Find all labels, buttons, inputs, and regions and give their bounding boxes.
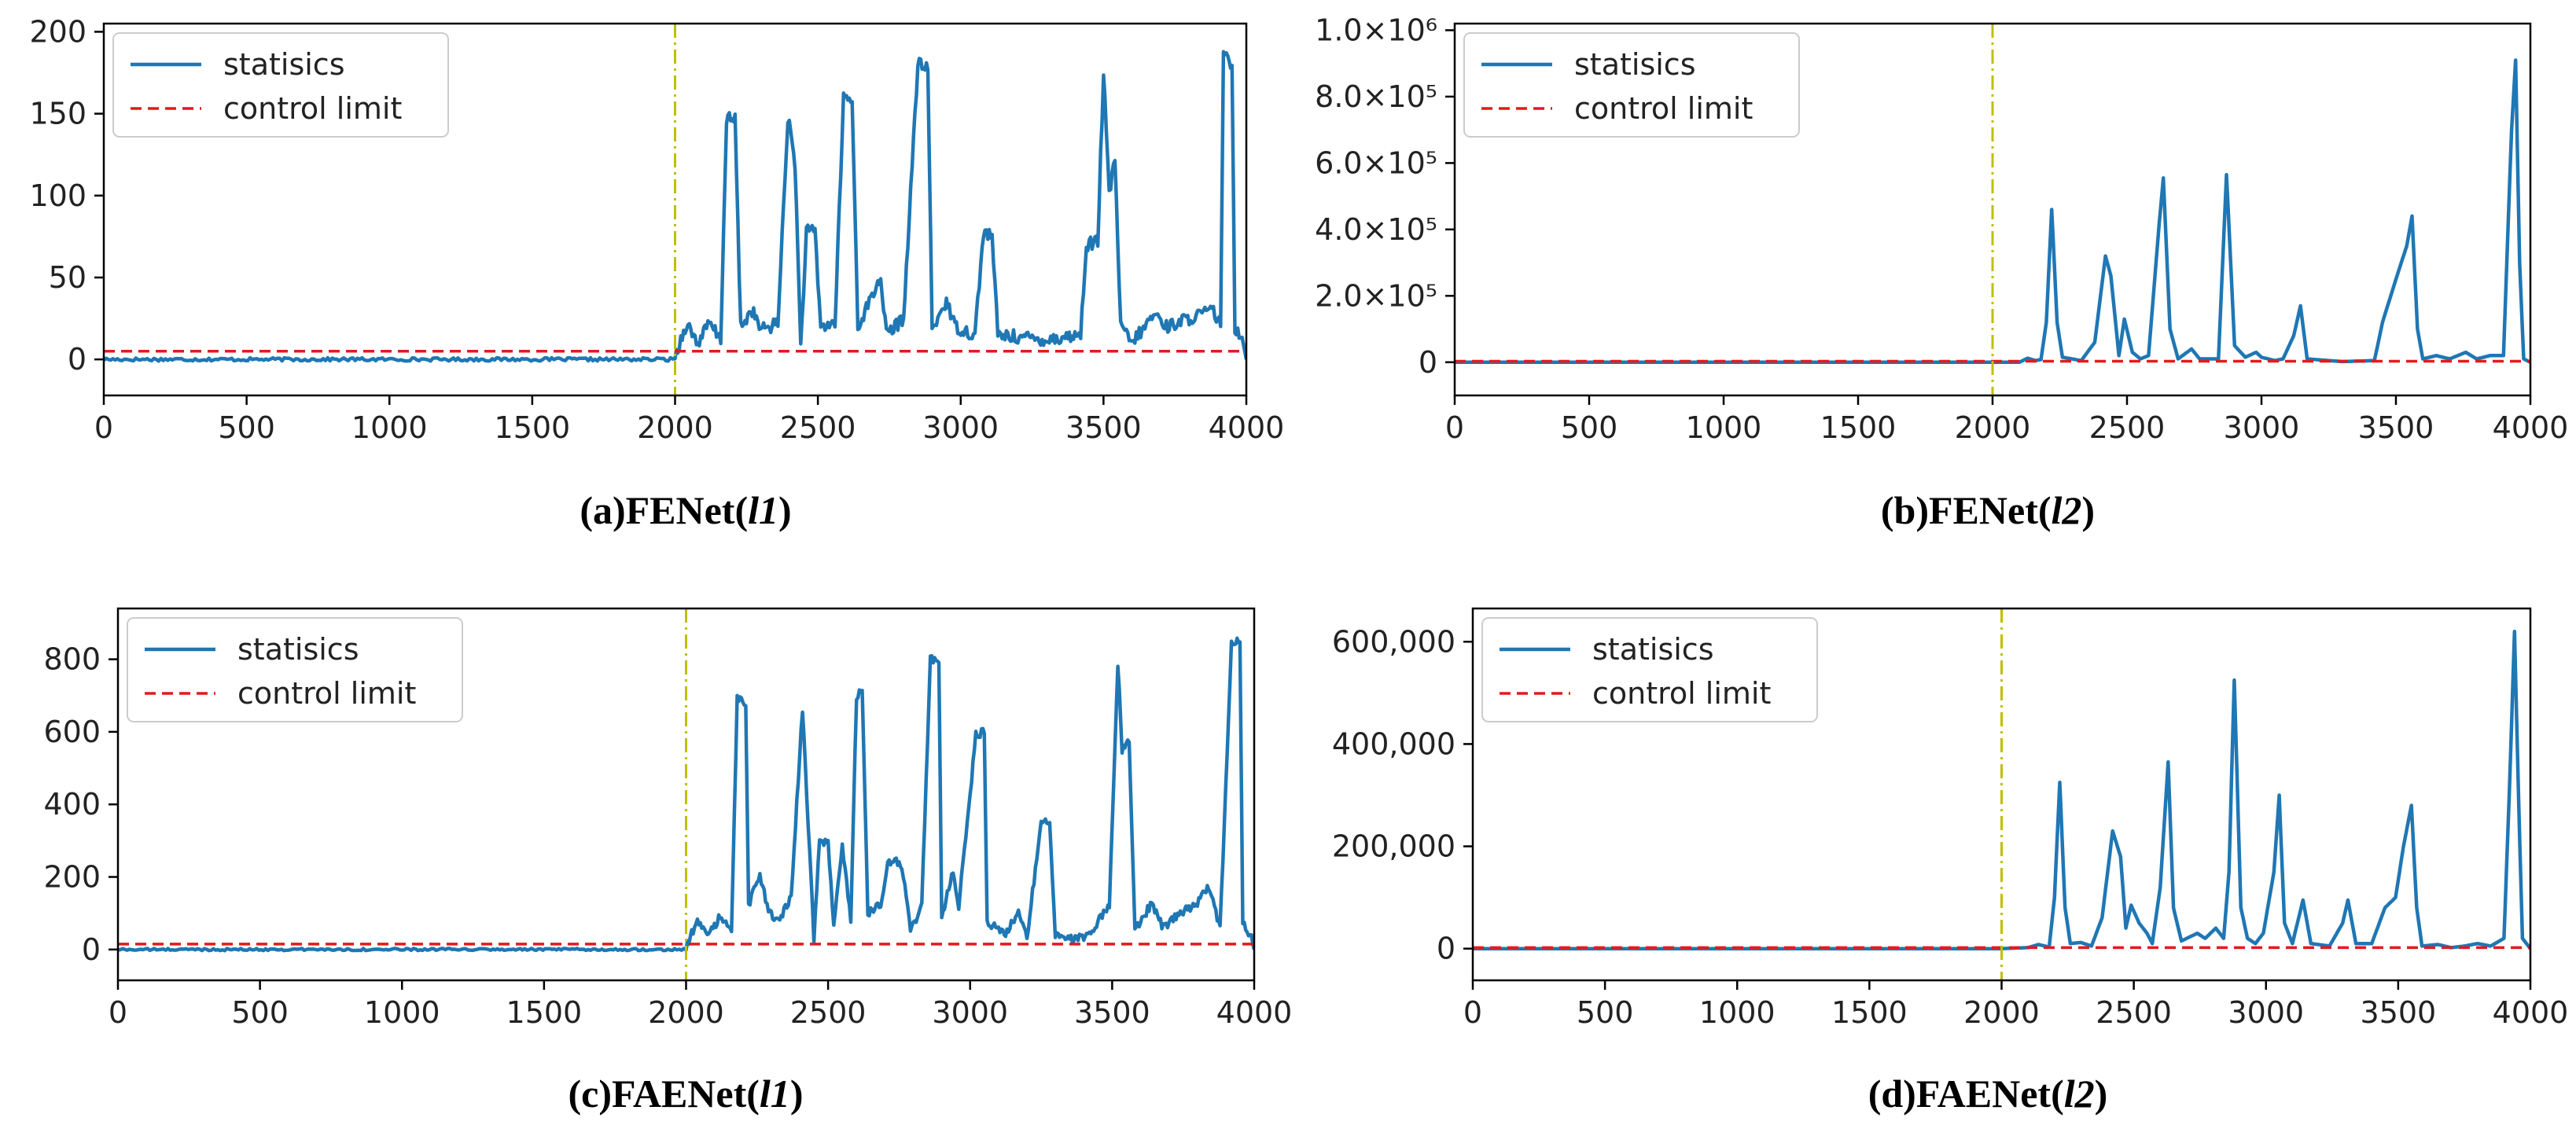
x-tick-label-d-5: 2500 — [2096, 995, 2172, 1030]
y-tick-label-b-2: 4.0×10⁵ — [1315, 212, 1437, 247]
x-tick-label-d-1: 500 — [1577, 995, 1634, 1030]
y-tick-label-c-4: 800 — [43, 642, 101, 677]
y-tick-label-a-4: 200 — [29, 14, 86, 49]
series-line-c — [118, 636, 1254, 953]
x-tick-label-b-3: 1500 — [1820, 410, 1897, 445]
legend-series-label-a: statisics — [223, 47, 345, 82]
legend-series-label-b: statisics — [1574, 47, 1696, 82]
x-tick-label-a-7: 3500 — [1065, 410, 1142, 445]
y-tick-label-c-2: 400 — [43, 787, 101, 822]
x-tick-label-d-7: 3500 — [2361, 995, 2437, 1030]
y-tick-label-b-0: 0 — [1419, 345, 1437, 380]
x-tick-label-a-4: 2000 — [637, 410, 713, 445]
y-tick-label-d-0: 0 — [1437, 932, 1455, 966]
y-tick-label-a-2: 100 — [29, 178, 86, 213]
x-tick-label-c-7: 3500 — [1074, 995, 1150, 1030]
x-tick-label-d-4: 2000 — [1963, 995, 2040, 1030]
chart-panel-a: 0 500 1000 1500 2000 2500 3000 3500 4000 0 50 100 15… — [0, 0, 1288, 573]
y-tick-label-b-4: 8.0×10⁵ — [1315, 79, 1437, 114]
y-tick-label-b-1: 2.0×10⁵ — [1315, 278, 1437, 313]
y-tick-label-a-1: 50 — [49, 260, 86, 295]
y-tick-label-d-3: 600,000 — [1332, 624, 1455, 659]
x-tick-label-d-0: 0 — [1463, 995, 1482, 1030]
x-tick-label-b-2: 1000 — [1686, 410, 1762, 445]
x-tick-label-c-8: 4000 — [1216, 995, 1293, 1030]
x-tick-label-a-6: 3000 — [922, 410, 999, 445]
legend-limit-label-c: control limit — [237, 676, 416, 711]
caption-b: (b)FENet(l2) — [1880, 488, 2096, 532]
caption-b-italic: l2 — [2051, 488, 2082, 532]
chart-panel-b: 0 500 1000 1500 2000 2500 3000 3500 4000 0 2.0×10⁵… — [1288, 0, 2576, 573]
x-tick-label-c-3: 1500 — [506, 995, 583, 1030]
legend-box-b — [1463, 32, 1800, 138]
y-tick-label-d-2: 400,000 — [1332, 726, 1455, 761]
y-tick-label-c-0: 0 — [82, 932, 101, 967]
x-tick-label-c-5: 2500 — [790, 995, 867, 1030]
chart-d-svg: 0 500 1000 1500 2000 2500 3000 3500 4000 0 200,000… — [1332, 607, 2569, 1030]
x-tick-label-c-4: 2000 — [648, 995, 724, 1030]
x-tick-label-a-2: 1000 — [351, 410, 428, 445]
x-tick-label-c-6: 3000 — [932, 995, 1008, 1030]
x-tick-label-d-8: 4000 — [2493, 995, 2569, 1030]
x-tick-label-c-1: 500 — [231, 995, 289, 1030]
x-tick-label-b-1: 500 — [1561, 410, 1618, 445]
legend-box-d — [1481, 617, 1818, 722]
y-tick-label-b-3: 6.0×10⁵ — [1315, 145, 1437, 180]
x-tick-label-a-3: 1500 — [495, 410, 571, 445]
y-tick-label-a-3: 150 — [29, 97, 86, 131]
chart-panel-d: 0 500 1000 1500 2000 2500 3000 3500 4000 0 200,000… — [1288, 573, 2576, 1147]
x-tick-label-b-0: 0 — [1445, 410, 1464, 445]
chart-c-svg: 0 500 1000 1500 2000 2500 3000 3500 4000 0 200 400 6… — [43, 607, 1292, 1030]
x-tick-label-b-5: 2500 — [2089, 410, 2166, 445]
chart-panel-c: 0 500 1000 1500 2000 2500 3000 3500 4000 0 200 400 6… — [0, 573, 1292, 1147]
caption-c-italic: l1 — [759, 1072, 790, 1116]
x-tick-label-c-0: 0 — [109, 995, 127, 1030]
x-tick-label-b-7: 3500 — [2358, 410, 2434, 445]
legend-series-label-d: statisics — [1592, 632, 1714, 667]
chart-b-svg: 0 500 1000 1500 2000 2500 3000 3500 4000 0 2.0×10⁵… — [1315, 13, 2569, 445]
x-tick-label-a-5: 2500 — [780, 410, 856, 445]
y-tick-label-b-5: 1.0×10⁶ — [1315, 13, 1437, 47]
legend-limit-label-d: control limit — [1592, 676, 1771, 711]
x-tick-label-d-6: 3000 — [2228, 995, 2304, 1030]
caption-d-italic: l2 — [2063, 1072, 2095, 1116]
x-tick-label-d-2: 1000 — [1699, 995, 1776, 1030]
x-tick-label-d-3: 1500 — [1831, 995, 1908, 1030]
y-tick-label-c-1: 200 — [43, 859, 101, 894]
x-tick-label-b-6: 3000 — [2224, 410, 2300, 445]
x-tick-label-c-2: 1000 — [364, 995, 440, 1030]
y-tick-label-d-1: 200,000 — [1332, 829, 1455, 864]
caption-a-italic: l1 — [748, 488, 779, 532]
legend-limit-label-a: control limit — [223, 91, 402, 126]
x-tick-label-a-0: 0 — [94, 410, 113, 445]
legend-limit-label-b: control limit — [1574, 91, 1753, 126]
legend-box-a — [112, 32, 449, 138]
x-tick-label-a-1: 500 — [218, 410, 275, 445]
x-tick-label-b-4: 2000 — [1955, 410, 2031, 445]
x-tick-label-b-8: 4000 — [2493, 410, 2569, 445]
y-tick-label-c-3: 600 — [43, 715, 101, 749]
series-line-a — [104, 50, 1246, 363]
legend-series-label-c: statisics — [237, 632, 359, 667]
caption-a: (a)FENet(l1) — [580, 488, 792, 532]
x-tick-label-a-8: 4000 — [1209, 410, 1285, 445]
caption-c: (c)FAENet(l1) — [568, 1072, 804, 1116]
chart-a-svg: 0 500 1000 1500 2000 2500 3000 3500 4000 0 50 100 15… — [29, 14, 1285, 445]
caption-d: (d)FAENet(l2) — [1868, 1072, 2108, 1116]
legend-box-c — [127, 617, 463, 722]
y-tick-label-a-0: 0 — [68, 342, 86, 377]
